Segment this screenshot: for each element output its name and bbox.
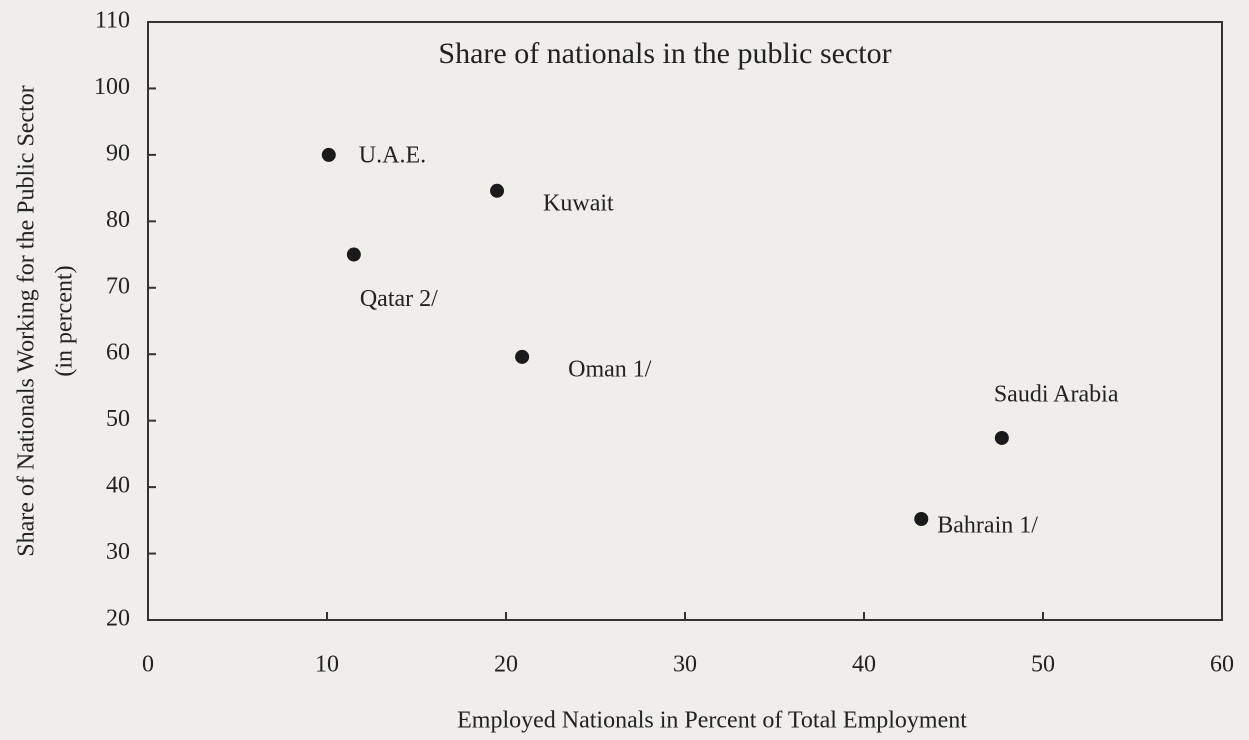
- y-axis-label: (in percent): [52, 265, 78, 376]
- y-tick-label: 90: [106, 140, 130, 166]
- x-tick-label: 50: [1031, 652, 1055, 678]
- y-tick-label: 100: [94, 74, 130, 100]
- point: [914, 512, 929, 527]
- point-label: U.A.E.: [359, 142, 426, 168]
- x-tick-label: 0: [142, 652, 154, 678]
- point-label: Saudi Arabia: [994, 381, 1119, 407]
- x-tick-label: 60: [1210, 652, 1234, 678]
- x-tick-label: 40: [852, 652, 876, 678]
- y-tick-label: 20: [106, 606, 130, 632]
- x-tick-label: 10: [315, 652, 339, 678]
- y-tick-label: 40: [106, 473, 130, 499]
- y-tick-label: 30: [106, 539, 130, 565]
- chart-title: Share of nationals in the public sector: [438, 37, 891, 70]
- y-tick-label: 50: [106, 406, 130, 432]
- point: [490, 183, 505, 198]
- y-tick-label: 110: [95, 8, 130, 34]
- point-label: Kuwait: [543, 190, 614, 216]
- y-tick-label: 80: [106, 207, 130, 233]
- x-tick-label: 20: [494, 652, 518, 678]
- point: [515, 349, 530, 364]
- y-tick-label: 60: [106, 340, 130, 366]
- x-tick-label: 30: [673, 652, 697, 678]
- point-label: Qatar 2/: [360, 286, 438, 312]
- point: [994, 430, 1009, 445]
- point: [346, 247, 361, 262]
- y-axis-label: Share of Nationals Working for the Publi…: [14, 85, 40, 557]
- x-axis-label: Employed Nationals in Percent of Total E…: [457, 708, 967, 734]
- point: [321, 147, 336, 162]
- y-tick-label: 70: [106, 273, 130, 299]
- point-label: Bahrain 1/: [937, 513, 1038, 539]
- point-label: Oman 1/: [568, 356, 652, 382]
